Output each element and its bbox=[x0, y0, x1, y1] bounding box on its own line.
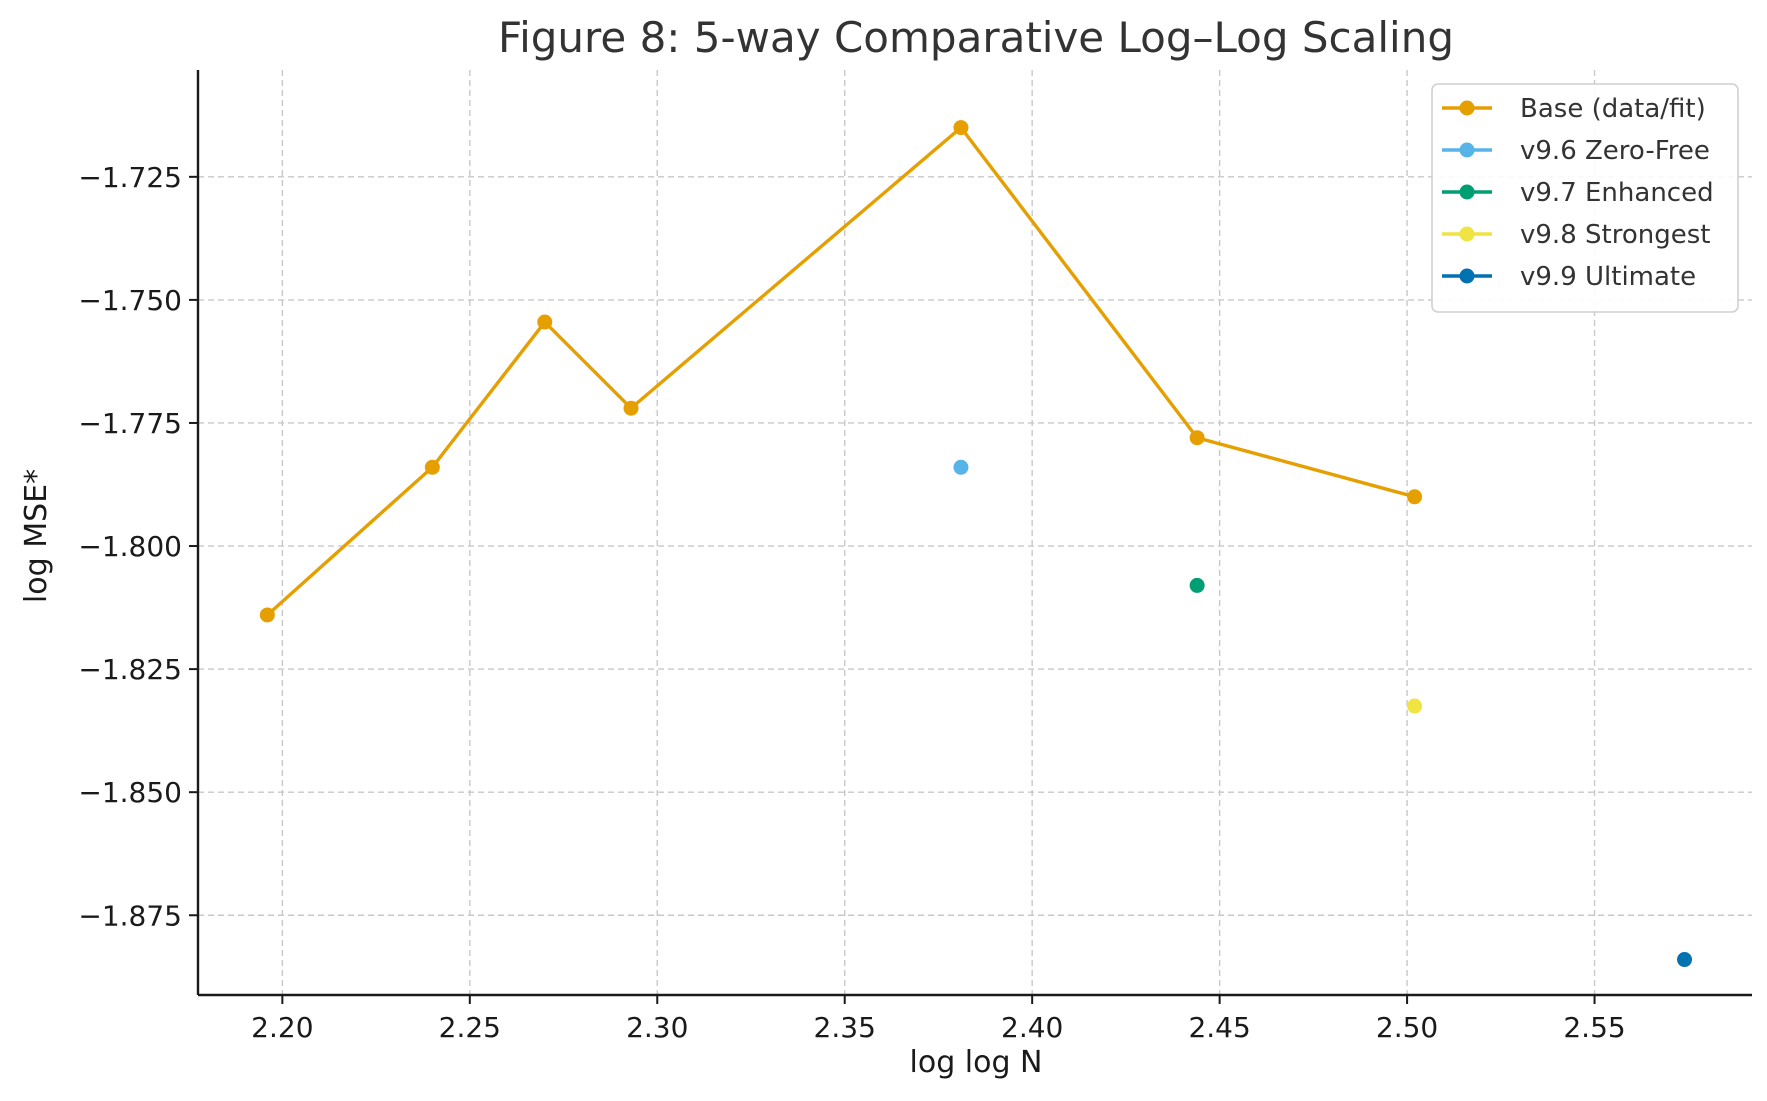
data-point bbox=[1677, 952, 1693, 968]
legend-marker bbox=[1459, 142, 1475, 158]
legend-label: v9.7 Enhanced bbox=[1520, 178, 1714, 208]
data-point bbox=[1407, 489, 1423, 505]
x-tick-label: 2.40 bbox=[1001, 1011, 1063, 1044]
legend-entry: v9.7 Enhanced bbox=[1442, 178, 1714, 208]
data-point bbox=[953, 120, 969, 136]
legend-entry: Base (data/fit) bbox=[1442, 94, 1706, 124]
y-tick-label: −1.875 bbox=[78, 899, 182, 932]
ticks: 2.20 2.25 2.30 2.35 2.40 2.45 2.50 2.55 −1.725 −1… bbox=[78, 161, 1625, 1044]
legend-entry: v9.8 Strongest bbox=[1442, 220, 1710, 250]
axes bbox=[196, 70, 1752, 997]
y-tick-label: −1.825 bbox=[78, 653, 182, 686]
series-2 bbox=[1189, 577, 1205, 593]
data-point bbox=[259, 607, 275, 623]
legend-entry: v9.9 Ultimate bbox=[1442, 262, 1696, 292]
x-tick-label: 2.25 bbox=[439, 1011, 501, 1044]
x-tick-label: 2.50 bbox=[1376, 1011, 1438, 1044]
series-1 bbox=[953, 459, 969, 475]
data-point bbox=[623, 400, 639, 416]
y-axis-label: log MSE* bbox=[19, 469, 54, 603]
x-tick-label: 2.55 bbox=[1563, 1011, 1625, 1044]
legend-marker bbox=[1459, 100, 1475, 116]
data-point bbox=[537, 314, 553, 330]
legend: Base (data/fit) v9.6 Zero-Free v9.7 Enhanc… bbox=[1431, 83, 1739, 313]
data-point bbox=[424, 459, 440, 475]
legend-marker bbox=[1459, 268, 1475, 284]
data-point bbox=[953, 459, 969, 475]
y-tick-label: −1.800 bbox=[78, 530, 182, 563]
legend-label: v9.6 Zero-Free bbox=[1520, 136, 1710, 166]
y-tick-label: −1.850 bbox=[78, 776, 182, 809]
series-0 bbox=[259, 120, 1423, 623]
x-tick-label: 2.20 bbox=[251, 1011, 313, 1044]
legend-label: Base (data/fit) bbox=[1520, 94, 1706, 124]
data-point bbox=[1407, 698, 1423, 714]
y-tick-label: −1.775 bbox=[78, 407, 182, 440]
chart-title: Figure 8: 5-way Comparative Log–Log Scal… bbox=[498, 13, 1454, 62]
legend-label: v9.9 Ultimate bbox=[1520, 262, 1696, 292]
legend-marker bbox=[1459, 184, 1475, 200]
series-4 bbox=[1677, 952, 1693, 968]
series bbox=[259, 120, 1693, 968]
y-tick-label: −1.750 bbox=[78, 284, 182, 317]
x-tick-label: 2.45 bbox=[1188, 1011, 1250, 1044]
series-3 bbox=[1407, 698, 1423, 714]
data-point bbox=[1189, 577, 1205, 593]
data-point bbox=[1189, 430, 1205, 446]
legend-label: v9.8 Strongest bbox=[1520, 220, 1710, 250]
x-tick-label: 2.30 bbox=[626, 1011, 688, 1044]
legend-entry: v9.6 Zero-Free bbox=[1442, 136, 1710, 166]
y-tick-label: −1.725 bbox=[78, 161, 182, 194]
legend-marker bbox=[1459, 226, 1475, 242]
x-tick-label: 2.35 bbox=[814, 1011, 876, 1044]
legend-box bbox=[1431, 83, 1739, 313]
x-axis-label: log log N bbox=[910, 1045, 1043, 1080]
